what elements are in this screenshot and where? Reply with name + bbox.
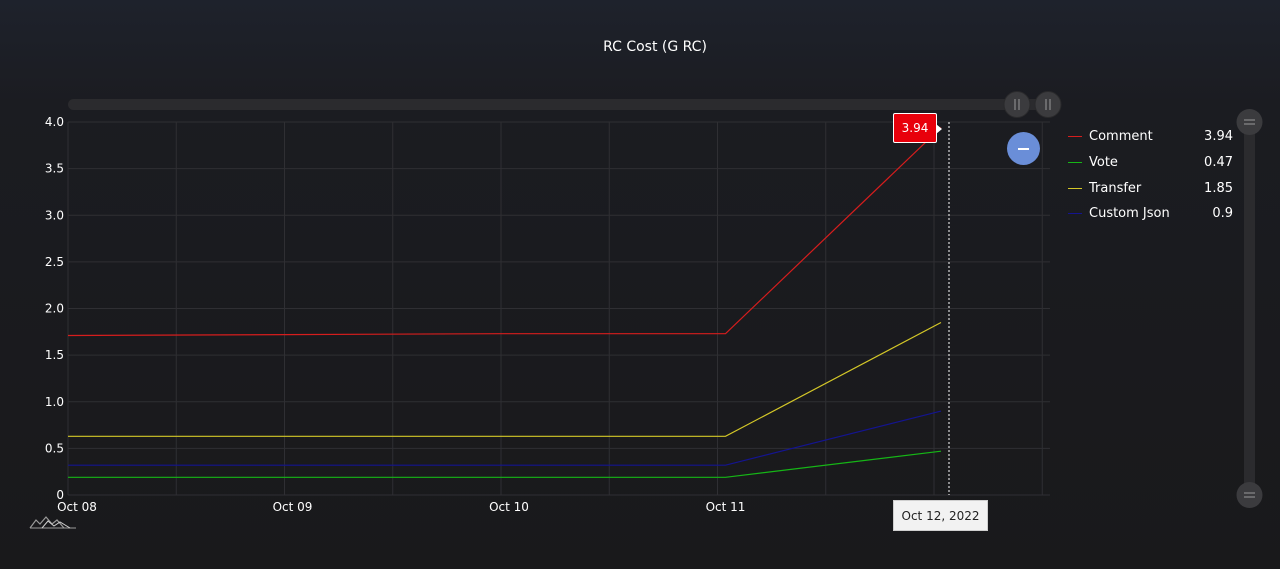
- amcharts-logo-icon[interactable]: [29, 516, 76, 529]
- legend-item-vote[interactable]: Vote 0.47: [1068, 150, 1233, 176]
- y-tick-label: 3.5: [45, 162, 64, 176]
- legend-value: 0.9: [1212, 206, 1233, 222]
- x-tick-label: Oct 10: [489, 500, 529, 514]
- vertical-scrollbar-track[interactable]: [1244, 120, 1255, 498]
- x-tick-label: Oct 11: [706, 500, 746, 514]
- legend-value: 1.85: [1204, 180, 1233, 196]
- legend-swatch-custom-json: [1068, 213, 1082, 215]
- y-tick-label: 3.0: [45, 208, 64, 222]
- y-tick-label: 0: [56, 488, 64, 502]
- y-tick-label: 2.5: [45, 255, 64, 269]
- legend-item-transfer[interactable]: Transfer 1.85: [1068, 175, 1233, 201]
- legend-item-custom-json[interactable]: Custom Json 0.9: [1068, 201, 1233, 227]
- legend-item-comment[interactable]: Comment 3.94: [1068, 124, 1233, 150]
- legend-label: Vote: [1089, 155, 1118, 171]
- y-tick-label: 4.0: [45, 115, 64, 129]
- x-tick-label: Oct 09: [273, 500, 313, 514]
- scrollbar-grip-right[interactable]: [1034, 91, 1062, 118]
- series-line-vote[interactable]: [68, 450, 942, 478]
- horizontal-scrollbar-track[interactable]: [68, 99, 1050, 110]
- legend: Comment 3.94 Vote 0.47 Transfer 1.85 Cus…: [1068, 124, 1233, 227]
- legend-value: 0.47: [1204, 155, 1233, 171]
- vertical-scrollbar-grip-top[interactable]: [1236, 109, 1263, 135]
- legend-label: Transfer: [1089, 180, 1142, 196]
- cursor-date-tooltip: Oct 12, 2022: [893, 500, 988, 531]
- x-tick-label: Oct 08: [57, 500, 97, 514]
- series-line-transfer[interactable]: [68, 321, 942, 437]
- chart-title: RC Cost (G RC): [603, 39, 707, 55]
- legend-swatch-comment: [1068, 136, 1082, 138]
- cursor-value-tooltip: 3.94: [893, 113, 942, 143]
- y-tick-label: 2.0: [45, 302, 64, 316]
- legend-label: Comment: [1089, 129, 1153, 145]
- legend-swatch-transfer: [1068, 187, 1082, 189]
- series-line-custom-json[interactable]: [68, 410, 942, 466]
- legend-value: 3.94: [1204, 129, 1233, 145]
- vertical-scrollbar-grip-bottom[interactable]: [1236, 482, 1263, 508]
- y-tick-label: 1.0: [45, 395, 64, 409]
- y-tick-label: 1.5: [45, 348, 64, 362]
- legend-label: Custom Json: [1089, 206, 1170, 222]
- legend-swatch-vote: [1068, 162, 1082, 164]
- series-line-comment[interactable]: [67, 127, 942, 337]
- y-tick-label: 0.5: [45, 441, 64, 455]
- zoom-out-minus-icon[interactable]: [1007, 132, 1040, 165]
- scrollbar-grip-left[interactable]: [1003, 91, 1031, 118]
